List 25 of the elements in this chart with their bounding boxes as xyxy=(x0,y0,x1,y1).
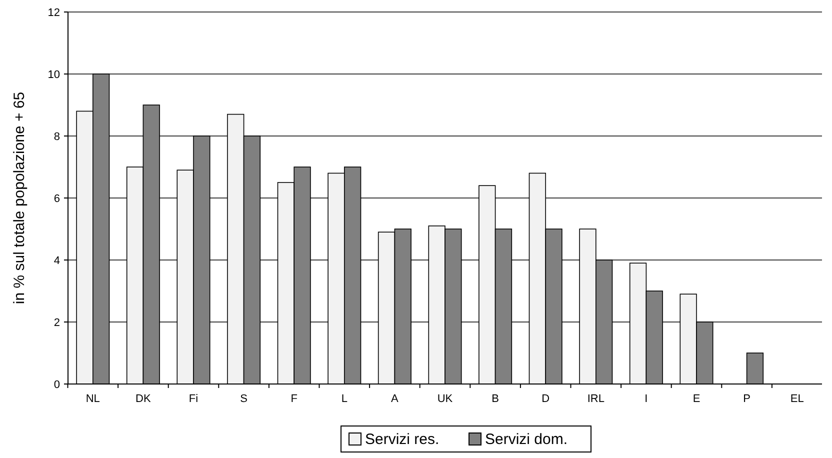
y-tick-label: 10 xyxy=(48,68,60,81)
legend-label: Servizi res. xyxy=(365,431,440,448)
x-tick-label: NL xyxy=(86,393,100,405)
x-tick-label: IRL xyxy=(587,393,604,405)
x-tick-label: D xyxy=(542,393,550,405)
x-tick-label: F xyxy=(290,393,298,405)
legend-label: Servizi dom. xyxy=(485,431,568,448)
y-tick-label: 2 xyxy=(54,316,60,329)
x-tick-label: P xyxy=(743,393,750,405)
x-tick-label: B xyxy=(492,393,499,405)
x-tick-label: S xyxy=(240,393,248,405)
y-axis-title: in % sul totale popolazione + 65 xyxy=(11,92,28,304)
y-tick-label: 6 xyxy=(54,192,60,205)
x-tick-label: L xyxy=(341,393,348,405)
x-tick-label: UK xyxy=(437,393,454,405)
y-tick-label: 4 xyxy=(54,254,60,267)
y-tick-label: 12 xyxy=(48,6,60,19)
x-tick-label: E xyxy=(692,393,700,405)
x-tick-label: DK xyxy=(136,393,152,405)
x-tick-label: A xyxy=(391,393,400,405)
y-tick-label: 8 xyxy=(54,130,60,143)
y-tick-label: 0 xyxy=(54,378,60,391)
x-tick-label: I xyxy=(644,393,648,405)
x-tick-label: EL xyxy=(790,393,804,405)
x-tick-label: Fi xyxy=(188,393,198,405)
